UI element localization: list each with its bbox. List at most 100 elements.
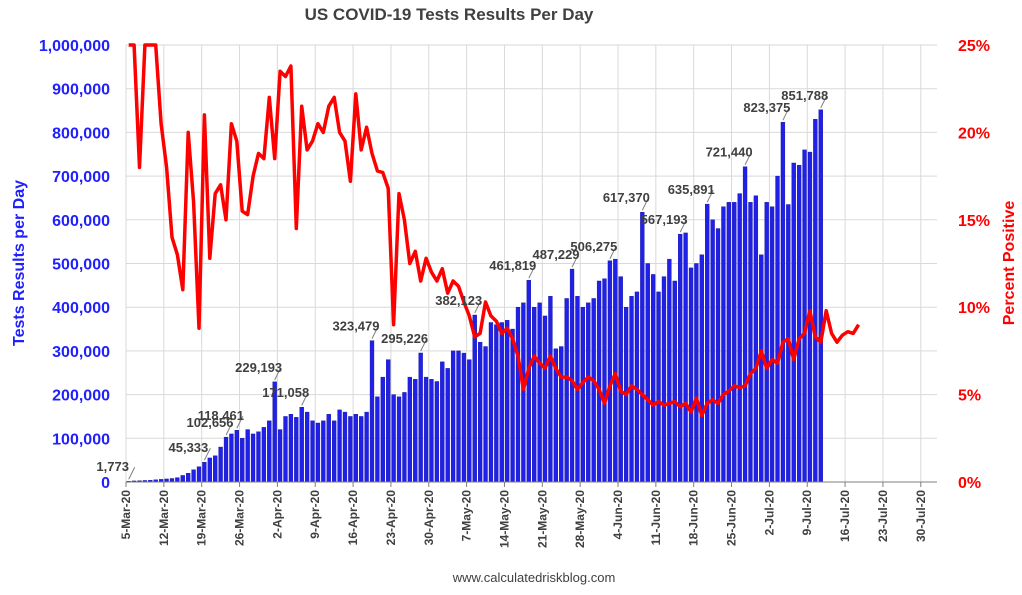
- annotation-label: 102,656: [187, 415, 234, 430]
- bar: [218, 446, 223, 483]
- x-tick-label: 2-Jul-20: [762, 490, 776, 536]
- bar: [353, 414, 358, 483]
- annotation-label: 1,773: [96, 459, 129, 474]
- annotation-label: 823,375: [743, 100, 790, 115]
- right-tick-label: 20%: [958, 125, 990, 142]
- bar: [386, 359, 391, 483]
- annotation-label: 567,193: [641, 212, 688, 227]
- annotation-label: 323,479: [333, 319, 380, 334]
- bar: [651, 274, 656, 483]
- bar: [256, 431, 261, 483]
- bar: [245, 429, 250, 483]
- bar: [332, 420, 337, 483]
- bar: [304, 411, 310, 483]
- x-tick-label: 30-Jul-20: [914, 490, 928, 542]
- bar: [207, 457, 212, 483]
- annotation-leader: [609, 246, 617, 259]
- annotation-leader: [225, 422, 233, 436]
- bar: [688, 267, 694, 483]
- bar: [602, 278, 607, 483]
- bar: [515, 307, 521, 483]
- bar: [175, 477, 180, 483]
- bar: [186, 473, 191, 483]
- bar: [678, 233, 683, 483]
- left-tick-label: 500,000: [52, 257, 110, 274]
- annotation-leaders: [128, 95, 828, 480]
- annotation-label: 721,440: [706, 145, 753, 160]
- bar: [250, 433, 256, 483]
- bar: [769, 206, 775, 483]
- bar: [396, 396, 402, 483]
- annotation-leader: [679, 219, 687, 233]
- right-tick-label: 0%: [958, 475, 981, 492]
- x-tick-label: 5-Mar-20: [119, 490, 133, 540]
- bar: [732, 202, 737, 483]
- bar: [402, 392, 407, 483]
- annotation-leader: [744, 152, 752, 165]
- bar: [488, 322, 494, 483]
- bar: [229, 433, 234, 483]
- annotation-leader: [371, 326, 379, 339]
- bar: [369, 340, 375, 483]
- bar: [526, 279, 531, 483]
- x-tick-label: 16-Apr-20: [346, 490, 360, 546]
- bar: [661, 276, 667, 483]
- bar: [169, 478, 175, 483]
- bar: [618, 276, 623, 483]
- bar: [359, 416, 364, 483]
- bar: [580, 307, 586, 483]
- annotation-leader: [528, 265, 536, 279]
- left-tick-label: 400,000: [52, 300, 110, 317]
- annotation-label: 506,275: [570, 239, 617, 254]
- bar: [310, 420, 315, 483]
- bar: [710, 219, 715, 483]
- bar: [472, 314, 477, 483]
- left-tick-label: 800,000: [52, 125, 110, 142]
- bar: [240, 438, 245, 483]
- x-tick-label: 25-Jun-20: [725, 490, 739, 546]
- annotation-leader: [571, 254, 579, 268]
- bar: [791, 162, 796, 483]
- bar: [672, 280, 677, 483]
- bar: [645, 263, 650, 483]
- bar: [596, 280, 602, 483]
- bar: [445, 368, 450, 483]
- bar: [315, 422, 321, 483]
- bar: [294, 417, 299, 483]
- x-tick-label: 7-May-20: [460, 490, 474, 542]
- x-tick-label: 9-Jul-20: [800, 490, 814, 536]
- bar: [726, 202, 731, 483]
- bar: [591, 298, 596, 483]
- bar: [413, 379, 418, 483]
- bar: [267, 420, 272, 483]
- bar: [607, 260, 613, 483]
- bar: [477, 341, 483, 483]
- x-tick-label: 23-Apr-20: [384, 490, 398, 546]
- annotation-leader: [820, 95, 828, 108]
- annotation-label: 295,226: [381, 331, 428, 346]
- bar: [780, 121, 786, 483]
- bar: [775, 175, 780, 483]
- left-tick-label: 300,000: [52, 344, 110, 361]
- gridlines: [125, 44, 937, 483]
- annotation-leader: [128, 467, 136, 480]
- bar: [283, 416, 288, 483]
- annotation-label: 45,333: [169, 440, 209, 455]
- y-axis-left-label: Tests Results per Day: [11, 180, 28, 346]
- bar: [532, 307, 537, 483]
- bar: [759, 254, 764, 483]
- x-tick-label: 18-Jun-20: [687, 490, 701, 546]
- annotation-leader: [474, 300, 482, 314]
- bar: [683, 232, 688, 483]
- annotation-leader: [236, 416, 244, 429]
- bar: [418, 352, 423, 483]
- bar: [434, 381, 440, 483]
- x-tick-label: 9-Apr-20: [308, 490, 322, 539]
- bar: [656, 291, 661, 483]
- bar: [521, 302, 526, 483]
- x-tick-label: 2-Apr-20: [270, 490, 284, 539]
- bar: [569, 268, 575, 483]
- annotation-leader: [706, 189, 714, 203]
